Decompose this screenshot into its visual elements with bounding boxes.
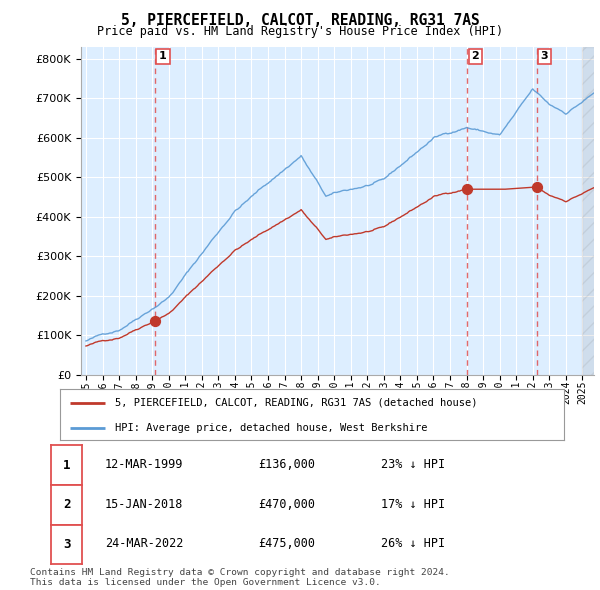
Text: 1: 1	[159, 51, 167, 61]
Point	[463, 185, 472, 194]
Text: 5, PIERCEFIELD, CALCOT, READING, RG31 7AS (detached house): 5, PIERCEFIELD, CALCOT, READING, RG31 7A…	[115, 398, 478, 408]
Text: 23% ↓ HPI: 23% ↓ HPI	[381, 458, 445, 471]
Text: 2: 2	[63, 498, 70, 512]
Bar	[583, 47, 599, 375]
Point	[150, 316, 160, 326]
Text: 15-JAN-2018: 15-JAN-2018	[105, 498, 184, 511]
Text: Price paid vs. HM Land Registry's House Price Index (HPI): Price paid vs. HM Land Registry's House …	[97, 25, 503, 38]
Text: HPI: Average price, detached house, West Berkshire: HPI: Average price, detached house, West…	[115, 423, 428, 433]
Text: 26% ↓ HPI: 26% ↓ HPI	[381, 537, 445, 550]
Text: 24-MAR-2022: 24-MAR-2022	[105, 537, 184, 550]
Text: £470,000: £470,000	[258, 498, 315, 511]
Text: 3: 3	[63, 537, 70, 551]
Text: 5, PIERCEFIELD, CALCOT, READING, RG31 7AS: 5, PIERCEFIELD, CALCOT, READING, RG31 7A…	[121, 13, 479, 28]
Text: 17% ↓ HPI: 17% ↓ HPI	[381, 498, 445, 511]
Text: 2: 2	[472, 51, 479, 61]
Point	[532, 182, 541, 192]
Text: 1: 1	[63, 458, 70, 472]
Text: £475,000: £475,000	[258, 537, 315, 550]
Text: Contains HM Land Registry data © Crown copyright and database right 2024.
This d: Contains HM Land Registry data © Crown c…	[30, 568, 450, 587]
Text: 12-MAR-1999: 12-MAR-1999	[105, 458, 184, 471]
Text: £136,000: £136,000	[258, 458, 315, 471]
Text: 3: 3	[541, 51, 548, 61]
